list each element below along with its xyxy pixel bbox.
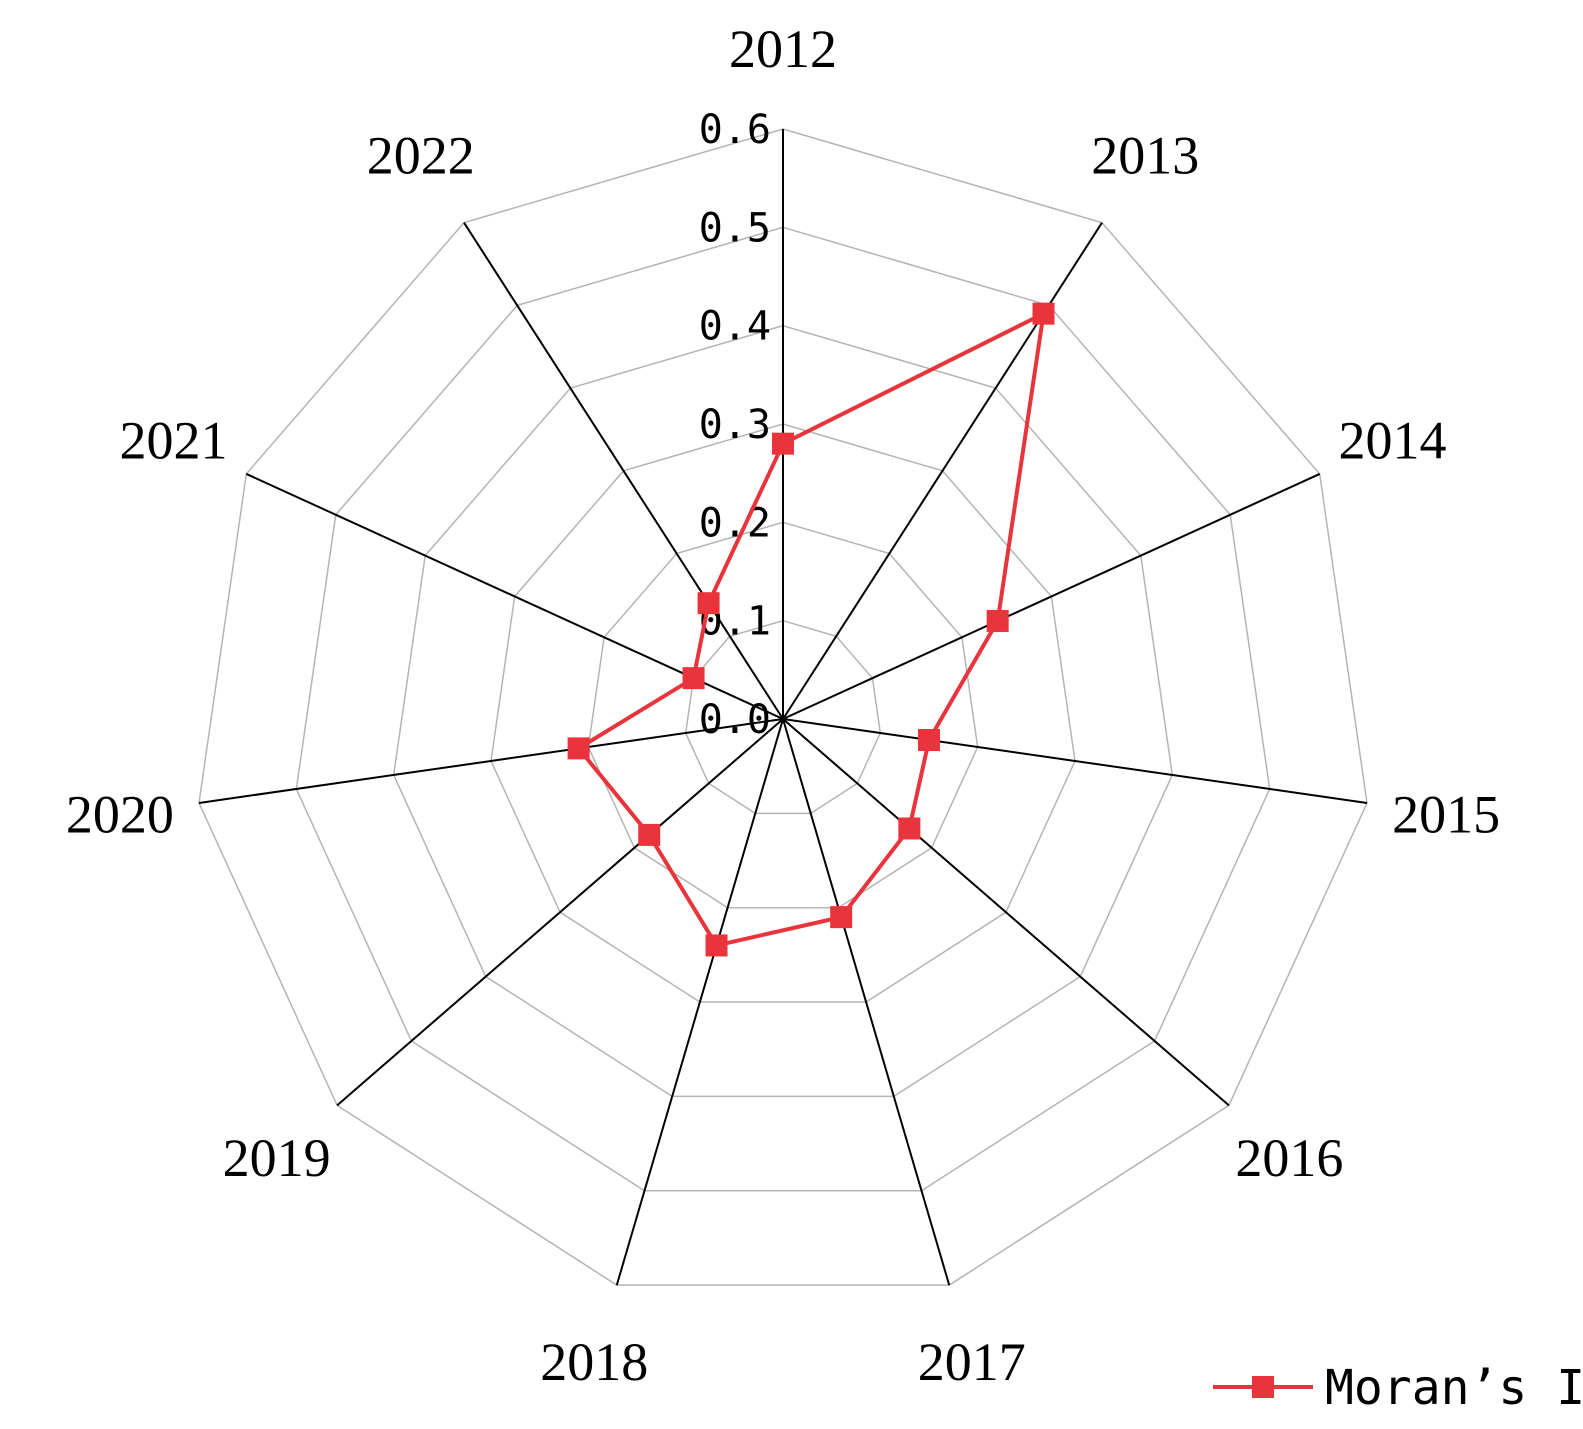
category-label-2022: 2022 [367, 125, 475, 185]
grid-ring [490, 423, 1076, 1003]
category-label-2019: 2019 [223, 1128, 331, 1188]
data-point-2020 [567, 737, 590, 760]
spoke-2016 [782, 718, 1230, 1107]
legend: Moran’s I [1213, 1360, 1583, 1416]
category-label-2018: 2018 [540, 1332, 648, 1392]
category-label-2020: 2020 [66, 784, 174, 844]
data-point-2016 [898, 817, 921, 840]
legend-marker [1252, 1376, 1274, 1398]
spoke-2013 [782, 222, 1103, 720]
spoke-2019 [336, 718, 784, 1107]
data-point-2017 [830, 906, 853, 929]
data-point-2013 [1032, 302, 1055, 325]
radial-tick-label: 0.0 [699, 697, 771, 743]
category-label-2013: 2013 [1091, 125, 1199, 185]
spoke-2015 [782, 718, 1368, 804]
spoke-2018 [615, 718, 784, 1286]
category-label-2016: 2016 [1235, 1128, 1343, 1188]
legend-label: Moran’s I [1325, 1360, 1583, 1416]
radial-tick-label: 0.4 [699, 304, 771, 350]
category-label-2015: 2015 [1392, 784, 1500, 844]
grid-ring [587, 521, 979, 909]
radial-tick-label: 0.3 [699, 402, 771, 448]
spoke-2020 [198, 718, 784, 804]
data-point-2022 [697, 592, 720, 615]
grid-ring [295, 226, 1271, 1192]
radial-tick-label: 0.2 [699, 500, 771, 546]
category-label-2014: 2014 [1338, 411, 1446, 471]
data-point-2021 [682, 667, 705, 690]
category-label-2017: 2017 [918, 1332, 1026, 1392]
radial-tick-label: 0.6 [699, 107, 771, 153]
radial-tick-label: 0.5 [699, 205, 771, 251]
data-point-2012 [772, 432, 794, 455]
spoke-2017 [782, 718, 951, 1286]
category-label-2012: 2012 [729, 19, 837, 79]
grid-layer [198, 128, 1368, 1286]
radial-tick-labels: 0.00.10.20.30.40.50.6 [699, 107, 771, 743]
data-point-2014 [986, 609, 1009, 632]
data-point-2019 [638, 823, 661, 846]
spoke-2022 [463, 222, 784, 720]
grid-ring [392, 324, 1174, 1098]
series-layer [567, 302, 1055, 957]
category-labels: 2012 2013 2014 2015 2016 2017 2018 2019 2020 2021… [66, 19, 1500, 1392]
data-point-2015 [917, 728, 940, 751]
grid-ring [198, 128, 1368, 1286]
spoke-2014 [782, 472, 1321, 720]
category-label-2021: 2021 [120, 411, 228, 471]
data-point-2018 [705, 934, 728, 957]
axis-layer [198, 129, 1368, 1286]
series-line [576, 311, 1046, 948]
